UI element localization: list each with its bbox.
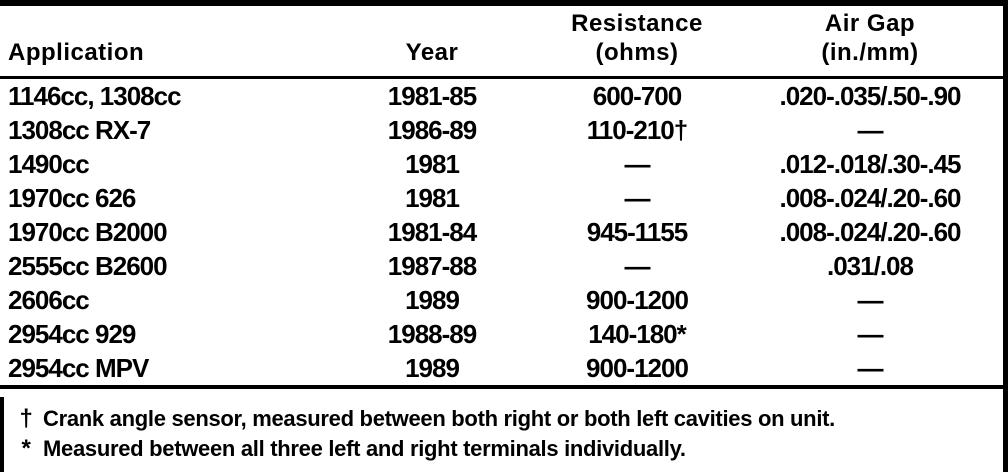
cell-resistance: — — [624, 182, 651, 213]
header-row: Application Year Resistance (ohms) Air G… — [0, 6, 1003, 79]
air-gap-header-line2: (in./mm) — [821, 38, 919, 66]
top-border-rule — [0, 0, 1008, 6]
cell-application: 2606cc — [8, 284, 90, 315]
sensor-spec-table: Application Year Resistance (ohms) Air G… — [0, 6, 1003, 389]
footnotes: † Crank angle sensor, measured between b… — [0, 399, 990, 464]
cell-air-gap: — — [857, 284, 884, 315]
right-border-rule — [1003, 0, 1008, 472]
column-header-resistance: Resistance (ohms) — [502, 6, 772, 79]
table-body: 1146cc, 1308cc 1981-85 600-700 .020-.035… — [0, 77, 1003, 389]
cell-application: 2954cc 929 — [8, 318, 136, 349]
footnote-asterisk-text: Measured between all three left and righ… — [43, 436, 686, 461]
cell-resistance: 945-1155 — [586, 216, 688, 247]
table-row: 1490cc 1981 — .012-.018/.30-.45 — [0, 147, 1003, 181]
cell-air-gap: — — [772, 350, 1003, 389]
cell-air-gap: .012-.018/.30-.45 — [779, 148, 961, 179]
column-header-air-gap: Air Gap (in./mm) — [772, 6, 1003, 79]
cell-air-gap: .008-.024/.20-.60 — [779, 182, 961, 213]
table-row: 2606cc 1989 900-1200 — — [0, 283, 1003, 317]
table-row: 2954cc 929 1988-89 140-180* — — [0, 317, 1003, 351]
table-row: 1146cc, 1308cc 1981-85 600-700 .020-.035… — [0, 77, 1003, 113]
cell-air-gap: .008-.024/.20-.60 — [779, 216, 961, 247]
table-row: 1970cc B2000 1981-84 945-1155 .008-.024/… — [0, 215, 1003, 249]
cell-year: 1981-85 — [387, 80, 477, 111]
cell-year: 1989 — [362, 350, 502, 389]
cell-application: 1146cc, 1308cc — [8, 80, 182, 111]
footnote-dagger-text: Crank angle sensor, measured between bot… — [43, 406, 835, 431]
cell-resistance: 900-1200 — [502, 350, 772, 389]
table-row: 1308cc RX-7 1986-89 110-210† — — [0, 113, 1003, 147]
cell-resistance: 110-210† — [586, 114, 688, 145]
cell-year: 1987-88 — [387, 250, 477, 281]
cell-application: 1308cc RX-7 — [8, 114, 151, 145]
footnote-dagger: † Crank angle sensor, measured between b… — [0, 404, 990, 434]
cell-year: 1981 — [405, 182, 460, 213]
table-row: 2555cc B2600 1987-88 — .031/.08 — [0, 249, 1003, 283]
cell-year: 1986-89 — [387, 114, 477, 145]
resistance-header-line1: Resistance — [571, 9, 703, 37]
column-header-application: Application — [0, 6, 362, 79]
cell-air-gap: — — [857, 318, 884, 349]
table-header: Application Year Resistance (ohms) Air G… — [0, 6, 1003, 79]
cell-application: 1490cc — [8, 148, 90, 179]
cell-year: 1981 — [405, 148, 460, 179]
cell-resistance: 900-1200 — [586, 284, 689, 315]
cell-air-gap: .031/.08 — [827, 250, 914, 281]
cell-resistance: 140-180* — [588, 318, 687, 349]
dagger-marker: † — [19, 405, 33, 432]
cell-year: 1989 — [405, 284, 460, 315]
cell-air-gap: — — [857, 114, 884, 145]
cell-application: 2555cc B2600 — [8, 250, 168, 281]
asterisk-marker: * — [21, 435, 31, 462]
footnote-left-border-rule — [0, 397, 4, 472]
cell-resistance: — — [624, 250, 651, 281]
cell-application: 1970cc 626 — [8, 182, 136, 213]
cell-year: 1988-89 — [387, 318, 477, 349]
column-header-year: Year — [362, 6, 502, 79]
cell-application: 2954cc MPV — [0, 350, 362, 389]
cell-resistance: — — [624, 148, 651, 179]
cell-year: 1981-84 — [387, 216, 477, 247]
footnote-asterisk: * Measured between all three left and ri… — [0, 434, 990, 464]
table-row: 1970cc 626 1981 — .008-.024/.20-.60 — [0, 181, 1003, 215]
table-row: 2954cc MPV 1989 900-1200 — — [0, 350, 1003, 389]
cell-air-gap: .020-.035/.50-.90 — [779, 80, 961, 111]
resistance-header-line2: (ohms) — [595, 38, 679, 66]
cell-resistance: 600-700 — [592, 80, 682, 111]
cell-application: 1970cc B2000 — [8, 216, 168, 247]
air-gap-header-line1: Air Gap — [824, 9, 916, 37]
